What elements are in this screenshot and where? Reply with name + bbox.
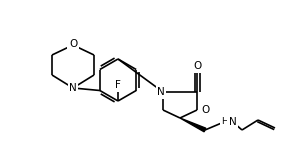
Text: O: O (201, 105, 209, 115)
Text: O: O (193, 61, 201, 71)
Text: N: N (69, 83, 77, 93)
Text: O: O (69, 39, 77, 49)
Text: H: H (222, 117, 228, 126)
Text: N: N (157, 87, 165, 97)
Polygon shape (180, 118, 206, 132)
Text: F: F (115, 80, 121, 90)
Text: N: N (229, 117, 237, 127)
